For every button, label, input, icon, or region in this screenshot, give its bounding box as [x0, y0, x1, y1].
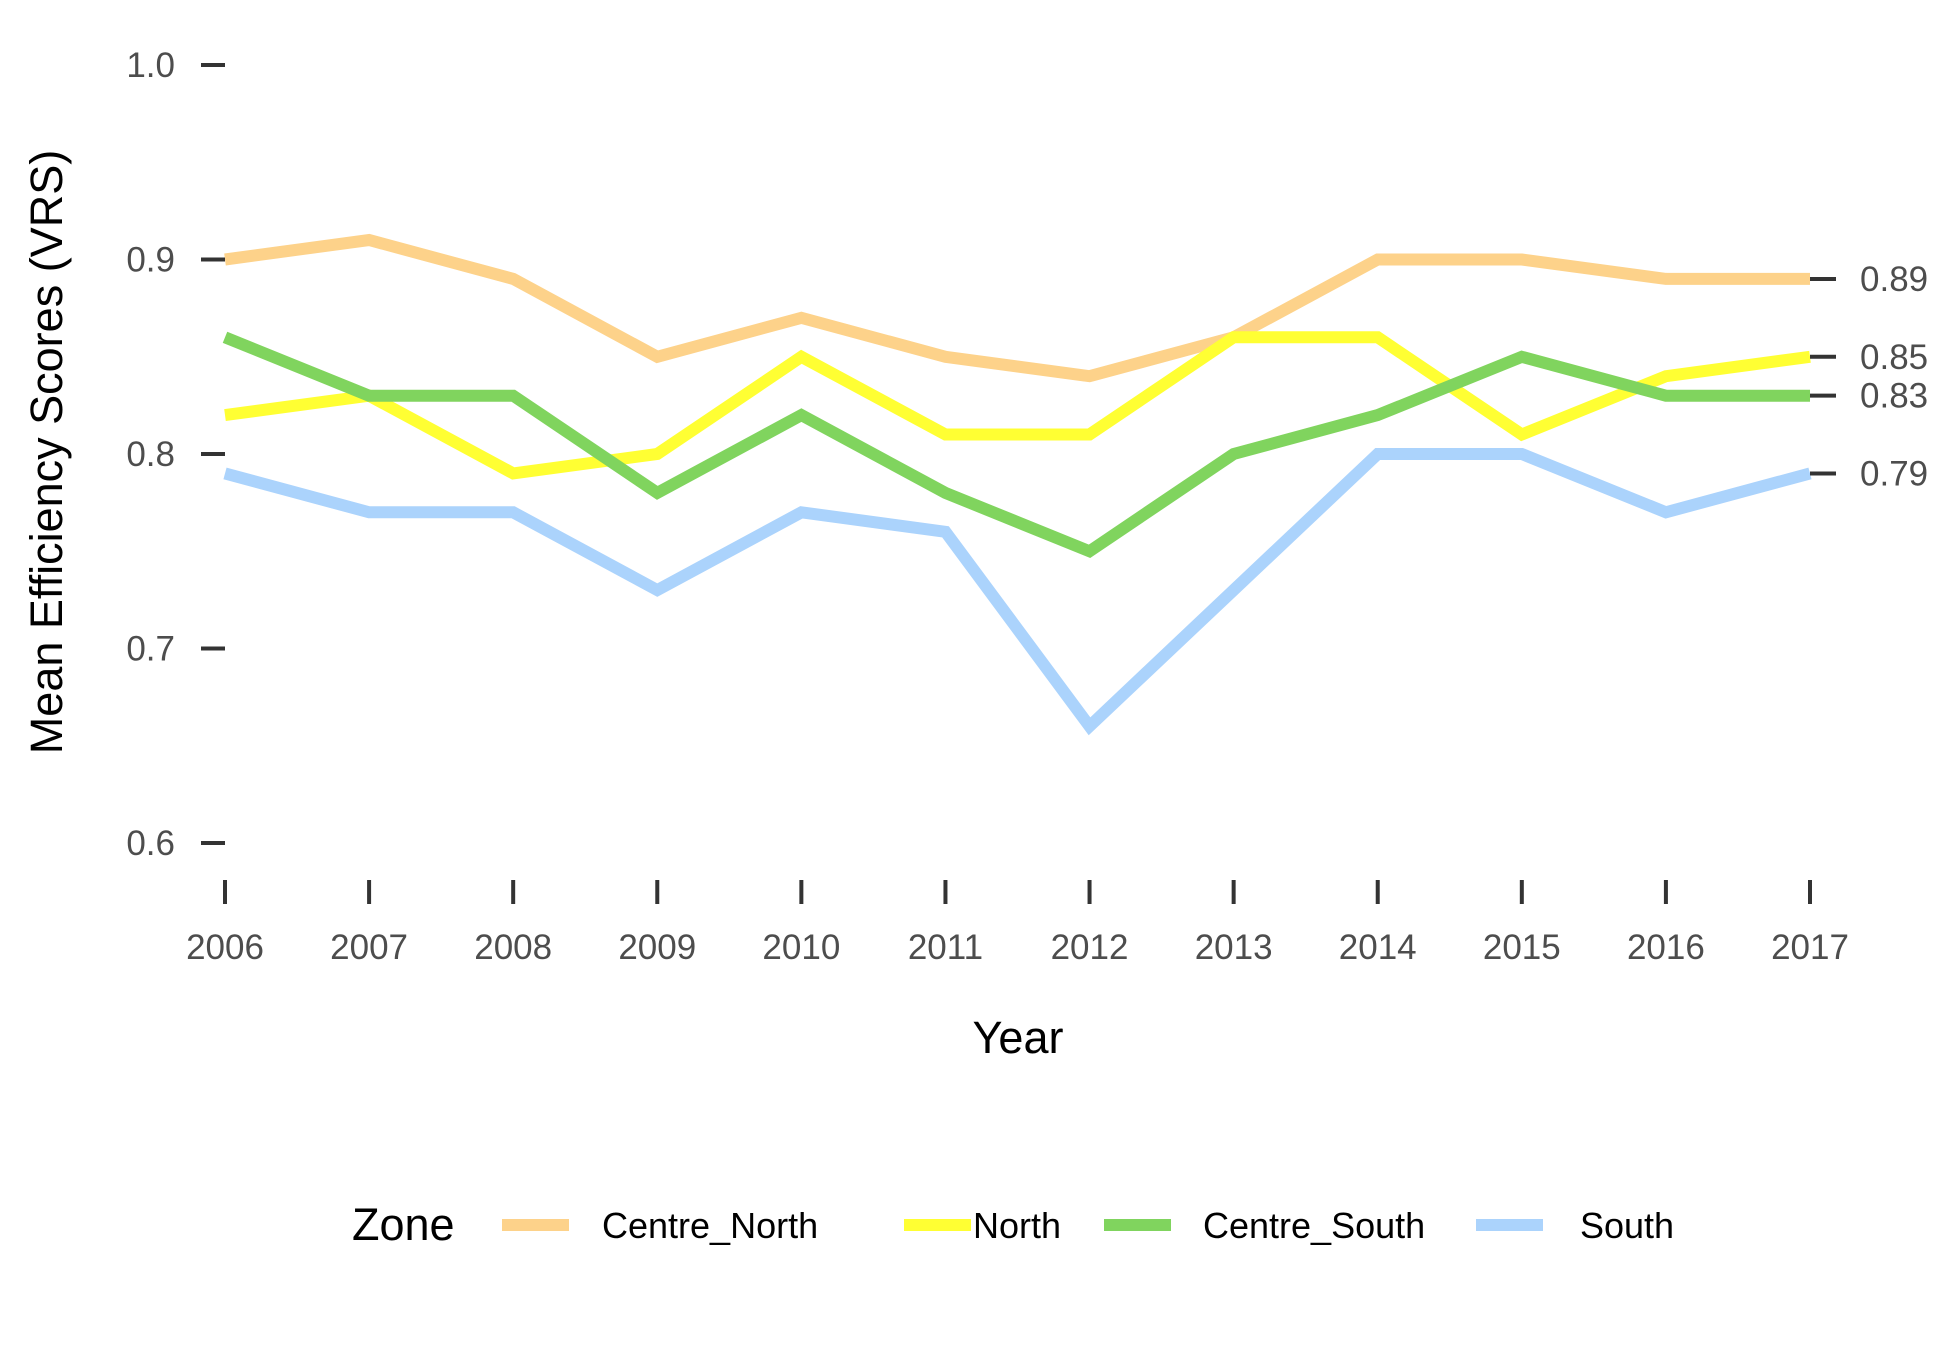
x-tick-label: 2006 — [186, 928, 264, 967]
x-tick-label: 2015 — [1483, 928, 1561, 967]
x-axis-title: Year — [973, 1012, 1064, 1063]
series-line-north — [224, 331, 1811, 480]
end-label: 0.79 — [1860, 454, 1928, 493]
x-axis: 2006 2007 2008 2009 2010 2011 2012 2013 2014 2015… — [186, 880, 1849, 967]
x-tick-label: 2011 — [908, 928, 983, 967]
legend-title: Zone — [352, 1199, 455, 1250]
legend-label: Centre_North — [602, 1205, 818, 1246]
end-label: 0.89 — [1860, 260, 1928, 299]
legend-label: North — [973, 1205, 1061, 1246]
y-axis-title: Mean Efficiency Scores (VRS) — [21, 150, 72, 754]
series-line-south — [223, 448, 1812, 736]
x-tick-label: 2008 — [474, 928, 552, 967]
y-tick-label: 1.0 — [126, 46, 175, 85]
x-tick-label: 2012 — [1051, 928, 1129, 967]
series-line-centre-south — [222, 331, 1810, 559]
legend-label: South — [1580, 1205, 1674, 1246]
end-labels: 0.89 0.850.83 0.79 — [1810, 260, 1928, 493]
y-tick-label: 0.9 — [126, 241, 175, 280]
x-tick-label: 2014 — [1339, 928, 1417, 967]
x-tick-label: 2017 — [1771, 928, 1849, 967]
x-tick-label: 2016 — [1627, 928, 1705, 967]
x-tick-label: 2009 — [618, 928, 696, 967]
y-tick-label: 0.6 — [126, 824, 175, 863]
y-axis: 0.6 0.7 0.8 0.9 1.0 — [126, 46, 225, 863]
x-tick-label: 2007 — [330, 928, 408, 967]
series-lines — [222, 233, 1812, 736]
y-tick-label: 0.8 — [126, 435, 175, 474]
x-tick-label: 2013 — [1195, 928, 1273, 967]
legend-label: Centre_South — [1203, 1205, 1425, 1246]
end-label: 0.83 — [1860, 377, 1928, 416]
y-tick-label: 0.7 — [126, 630, 175, 669]
series-line-centre-north — [224, 233, 1810, 383]
x-tick-label: 2010 — [762, 928, 840, 967]
end-label: 0.85 — [1860, 338, 1928, 377]
legend: Zone Centre_North North Centre_South South — [352, 1199, 1674, 1250]
